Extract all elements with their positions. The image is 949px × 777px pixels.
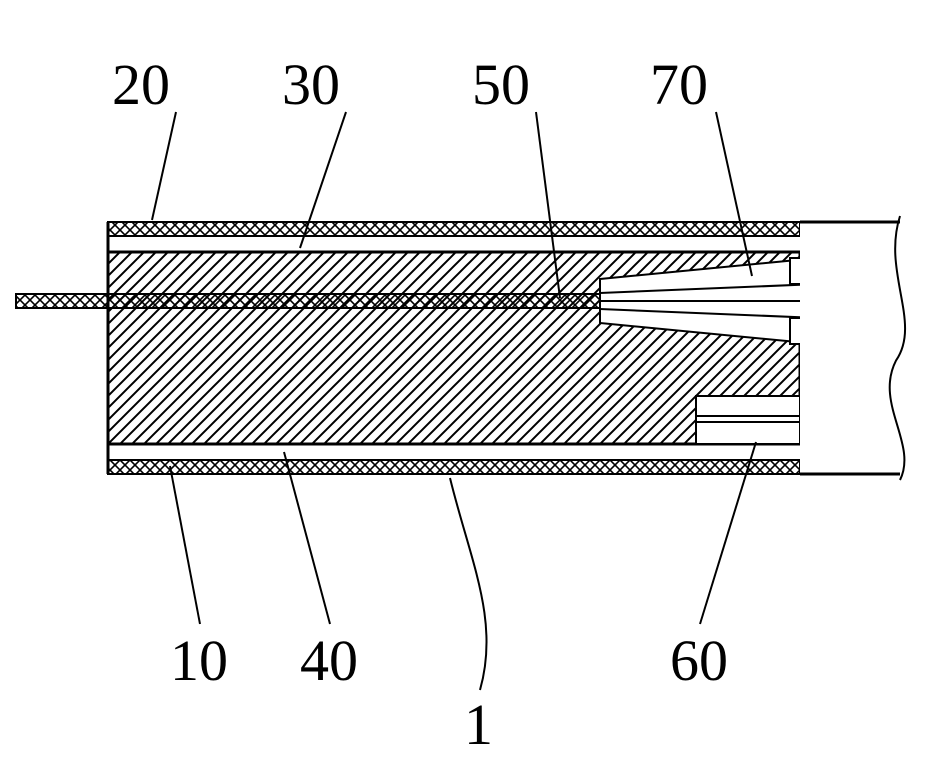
right-continuation	[800, 222, 900, 474]
label-30: 30	[282, 52, 340, 117]
casing-bottom	[108, 460, 800, 474]
label-60: 60	[670, 628, 728, 693]
label-10: 10	[170, 628, 228, 693]
lead-wire	[16, 294, 108, 308]
leader-line	[152, 112, 176, 220]
label-40: 40	[300, 628, 358, 693]
cross-section	[16, 216, 905, 480]
casing-top	[108, 222, 800, 236]
diagram-canvas: 20 30 50 70 10 40 60 1	[0, 0, 949, 777]
label-20: 20	[112, 52, 170, 117]
label-1: 1	[464, 692, 493, 757]
leader-line	[170, 466, 200, 624]
label-50: 50	[472, 52, 530, 117]
leader-line	[284, 452, 330, 624]
label-70: 70	[650, 52, 708, 117]
leader-curve	[450, 478, 487, 690]
center-conductor	[108, 294, 600, 308]
